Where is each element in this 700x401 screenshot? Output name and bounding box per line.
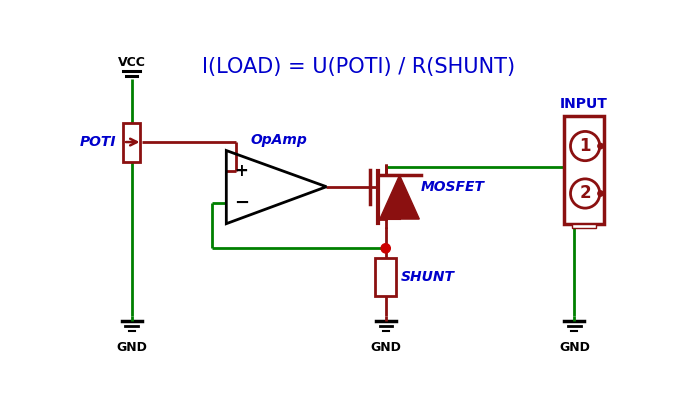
Text: −: − [234,194,249,212]
Text: INPUT: INPUT [560,97,608,111]
Text: GND: GND [116,341,147,354]
Circle shape [570,179,600,208]
Polygon shape [380,175,419,219]
Circle shape [598,144,603,149]
Text: VCC: VCC [118,56,146,69]
Text: I(LOAD) = U(POTI) / R(SHUNT): I(LOAD) = U(POTI) / R(SHUNT) [202,57,515,77]
Text: SHUNT: SHUNT [401,270,455,284]
Text: +: + [234,162,248,180]
Text: OpAmp: OpAmp [251,133,308,147]
Bar [375,257,396,296]
Bar [564,116,603,224]
Text: 2: 2 [580,184,591,203]
Bar [123,123,140,162]
Circle shape [598,191,603,196]
Text: GND: GND [559,341,590,354]
Circle shape [570,132,600,161]
Bar [572,224,596,228]
Text: MOSFET: MOSFET [421,180,485,194]
Text: POTI: POTI [80,135,116,149]
Circle shape [381,244,391,253]
Text: 1: 1 [580,137,591,155]
Text: GND: GND [370,341,401,354]
